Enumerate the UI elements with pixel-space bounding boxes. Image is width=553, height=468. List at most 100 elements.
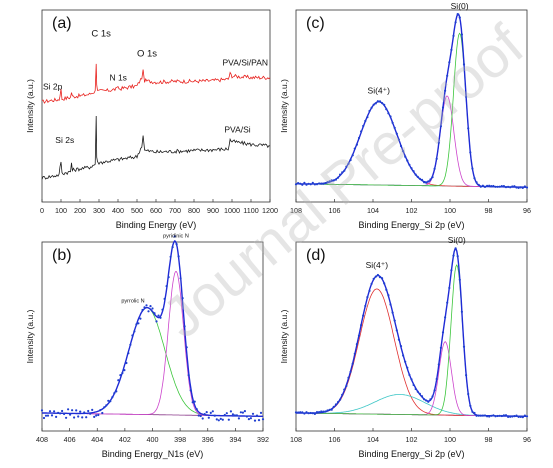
data-point	[404, 155, 407, 158]
peak-label: Si(0)	[448, 235, 466, 245]
data-point	[483, 185, 487, 188]
data-point	[402, 150, 405, 153]
data-point	[332, 179, 335, 182]
data-point	[183, 325, 186, 328]
x-tick-label: 104	[367, 435, 379, 444]
x-tick-label: 300	[93, 206, 105, 215]
x-tick-label: 98	[485, 435, 493, 444]
data-point	[525, 415, 529, 418]
data-point	[364, 304, 367, 308]
data-point	[416, 175, 419, 178]
data-point	[105, 404, 108, 407]
data-point	[225, 412, 228, 415]
x-tick-label: 106	[329, 435, 341, 444]
data-point	[502, 414, 505, 417]
x-tick-label: 104	[367, 206, 379, 215]
data-point	[259, 411, 263, 414]
data-point	[490, 185, 493, 188]
data-point	[322, 410, 325, 413]
data-point	[418, 177, 421, 180]
data-point	[370, 282, 373, 285]
data-point	[435, 157, 438, 160]
data-point	[513, 415, 516, 418]
plot-frame	[295, 241, 528, 432]
data-point	[507, 185, 510, 188]
data-point	[171, 246, 174, 249]
x-tick-label: 406	[64, 435, 76, 444]
data-point	[309, 411, 312, 415]
data-point	[370, 106, 373, 109]
data-point	[332, 405, 335, 408]
data-point	[305, 411, 308, 414]
data-point	[251, 412, 255, 415]
data-points	[40, 235, 265, 422]
x-tick-label: 500	[131, 206, 143, 215]
data-point	[458, 278, 461, 281]
annotation-label: PVA/Si	[224, 124, 250, 134]
data-point	[397, 338, 400, 341]
data-point	[410, 167, 413, 170]
data-point	[488, 415, 491, 418]
x-tick-label: 394	[229, 435, 241, 444]
panel-label: (c)	[306, 15, 325, 32]
data-point	[217, 419, 220, 422]
data-point	[486, 184, 489, 187]
data-point	[410, 378, 413, 381]
data-point	[334, 403, 337, 406]
x-tick-label: 400	[112, 206, 124, 215]
data-point	[107, 399, 110, 402]
data-point	[83, 411, 86, 414]
data-point	[504, 414, 508, 417]
component-peak	[296, 288, 527, 417]
data-point	[111, 396, 114, 399]
data-point	[397, 138, 400, 141]
annotation-label: PVA/Si/PAN	[223, 57, 269, 67]
data-point	[91, 408, 94, 411]
data-point	[139, 317, 142, 320]
data-point	[477, 414, 480, 417]
data-point	[418, 392, 421, 395]
data-point	[75, 409, 78, 412]
data-point	[441, 331, 445, 334]
data-point	[191, 401, 194, 404]
envelope-line	[296, 247, 527, 417]
data-point	[429, 178, 432, 181]
data-point	[393, 126, 396, 129]
data-point	[151, 307, 154, 310]
peak-label: Si(0)	[451, 1, 469, 11]
data-point	[523, 414, 527, 417]
data-point	[496, 414, 499, 418]
data-point	[387, 294, 390, 297]
data-point	[187, 374, 190, 377]
data-point	[385, 288, 388, 291]
data-point	[368, 289, 371, 292]
data-point	[227, 418, 230, 421]
data-point	[416, 390, 419, 393]
data-point	[423, 181, 426, 184]
data-point	[372, 103, 375, 106]
data-point	[519, 186, 522, 189]
data-point	[389, 303, 392, 306]
data-point	[185, 346, 188, 349]
data-point	[197, 414, 200, 417]
data-point	[125, 361, 128, 365]
data-point	[261, 418, 265, 421]
data-point	[93, 415, 96, 418]
peak-label: Si(4⁺)	[368, 86, 391, 96]
data-point	[123, 369, 126, 372]
y-axis-label: Intensity (a.u.)	[25, 309, 35, 363]
x-tick-label: 1100	[243, 206, 258, 215]
x-tick-label: 392	[257, 435, 269, 444]
data-point	[473, 411, 476, 415]
chart-panel-0: 0 100 200 300 400 500 600 700 800 900 1000 1100 1200…	[25, 9, 278, 230]
data-point	[406, 159, 409, 162]
x-tick-label: 100	[55, 206, 67, 215]
data-point	[378, 276, 382, 279]
data-point	[353, 147, 356, 150]
data-point	[211, 410, 214, 413]
data-point	[343, 169, 346, 172]
data-point	[517, 415, 520, 418]
x-tick-label: 96	[523, 435, 531, 444]
data-point	[311, 412, 314, 415]
envelope-line	[42, 240, 263, 417]
